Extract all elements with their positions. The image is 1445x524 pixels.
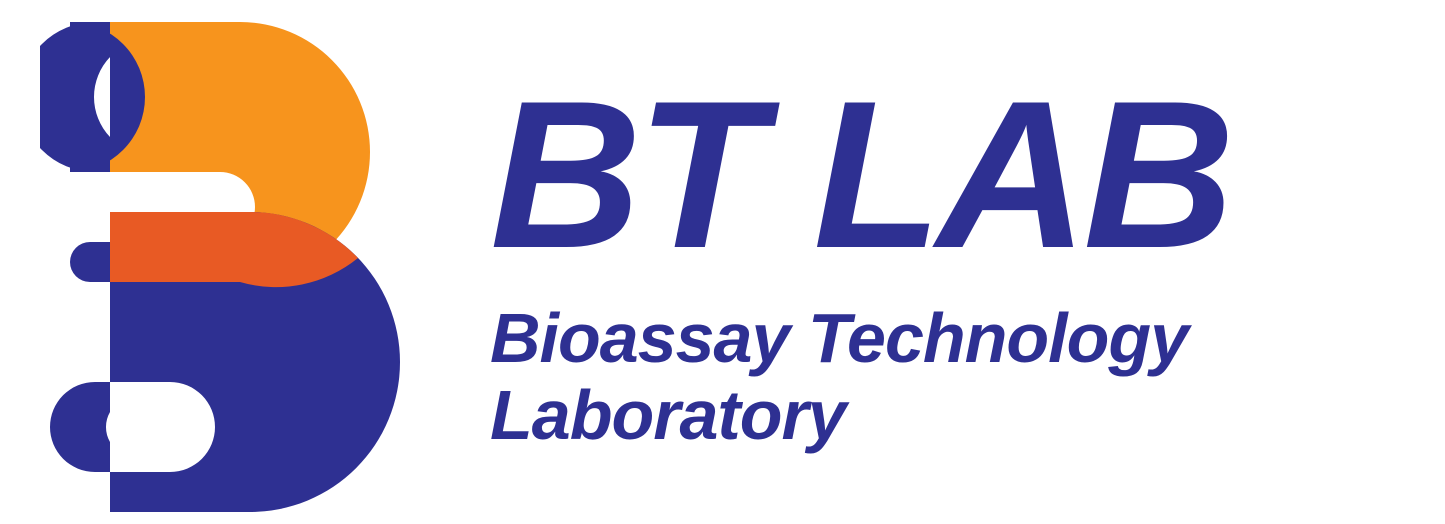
brand-subtitle-line1: Bioassay Technology: [490, 300, 1230, 377]
brand-main-title: BT LAB: [490, 70, 1230, 280]
logo-container: BT LAB Bioassay Technology Laboratory: [0, 0, 1445, 524]
logo-left-arc-top: [40, 22, 110, 172]
logo-text-block: BT LAB Bioassay Technology Laboratory: [490, 70, 1230, 454]
logo-left-accent-mid: [70, 242, 110, 282]
brand-subtitle-line2: Laboratory: [490, 377, 1230, 454]
logo-mark-icon: [40, 12, 420, 512]
logo-left-arc-bottom: [50, 382, 110, 472]
